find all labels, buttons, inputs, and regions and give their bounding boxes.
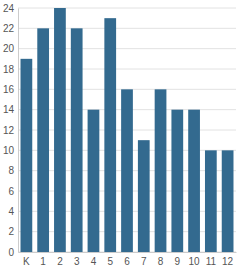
grid — [18, 8, 236, 252]
x-tick-label: 2 — [57, 256, 63, 267]
y-tick: 2 — [8, 226, 18, 237]
y-tick: 18 — [3, 64, 18, 75]
bar — [37, 28, 49, 252]
bar — [71, 28, 83, 252]
y-tick-label: 4 — [8, 206, 14, 217]
y-tick-label: 16 — [3, 84, 15, 95]
y-tick: 20 — [3, 43, 18, 54]
bar — [171, 110, 183, 252]
y-axis: 024681012141618202224 — [3, 3, 19, 258]
y-tick: 22 — [3, 23, 18, 34]
x-tick: 8 — [158, 252, 164, 267]
y-tick: 10 — [3, 145, 18, 156]
grid-line — [18, 69, 236, 70]
x-tick: 7 — [141, 252, 147, 267]
x-tick-label: 7 — [141, 256, 147, 267]
x-tick-label: 9 — [175, 256, 181, 267]
y-tick-label: 10 — [3, 145, 15, 156]
x-tick: 10 — [189, 252, 201, 267]
grid-line — [18, 28, 236, 29]
x-tick-label: K — [23, 256, 30, 267]
grid-line — [18, 48, 236, 49]
bar — [138, 140, 150, 252]
y-tick-label: 8 — [8, 165, 14, 176]
x-tick: 12 — [222, 252, 234, 267]
x-tick: 4 — [91, 252, 97, 267]
grid-line — [18, 8, 236, 9]
x-tick: 11 — [206, 252, 217, 267]
x-tick-label: 12 — [222, 256, 234, 267]
bar — [222, 150, 234, 252]
y-axis-line — [18, 9, 19, 253]
y-tick-label: 12 — [3, 125, 15, 136]
y-tick-label: 6 — [8, 186, 14, 197]
y-tick: 14 — [3, 104, 18, 115]
x-tick: K — [23, 252, 30, 267]
x-tick-label: 11 — [206, 256, 217, 267]
x-tick: 6 — [124, 252, 130, 267]
y-tick: 12 — [3, 125, 18, 136]
x-tick-label: 8 — [158, 256, 164, 267]
x-tick: 1 — [40, 252, 46, 267]
x-tick-label: 1 — [40, 256, 46, 267]
y-tick: 0 — [8, 247, 18, 258]
bar — [121, 89, 133, 252]
bars — [21, 8, 234, 252]
y-tick: 4 — [8, 206, 18, 217]
x-tick-label: 3 — [74, 256, 80, 267]
bar — [188, 110, 200, 252]
y-tick-label: 14 — [3, 104, 15, 115]
y-tick-label: 0 — [8, 247, 14, 258]
x-tick-label: 5 — [107, 256, 113, 267]
x-tick: 5 — [107, 252, 113, 267]
y-tick-label: 24 — [3, 3, 15, 14]
bar — [104, 18, 116, 252]
x-axis: K123456789101112 — [19, 252, 237, 267]
y-tick-label: 22 — [3, 23, 15, 34]
y-tick: 24 — [3, 3, 18, 14]
plot: 024681012141618202224K123456789101112 — [3, 3, 237, 267]
x-tick-label: 4 — [91, 256, 97, 267]
x-tick: 9 — [175, 252, 181, 267]
chart: 024681012141618202224K123456789101112 — [0, 0, 240, 277]
bar — [21, 59, 33, 252]
y-tick: 16 — [3, 84, 18, 95]
bar — [54, 8, 66, 252]
y-tick-label: 2 — [8, 226, 14, 237]
bar — [88, 110, 100, 252]
bar — [205, 150, 217, 252]
x-tick-label: 6 — [124, 256, 130, 267]
bar — [155, 89, 167, 252]
x-axis-line — [19, 252, 237, 253]
x-tick-label: 10 — [189, 256, 201, 267]
y-tick-label: 18 — [3, 64, 15, 75]
y-tick: 6 — [8, 186, 18, 197]
y-tick: 8 — [8, 165, 18, 176]
x-tick: 2 — [57, 252, 63, 267]
y-tick-label: 20 — [3, 43, 15, 54]
x-tick: 3 — [74, 252, 80, 267]
